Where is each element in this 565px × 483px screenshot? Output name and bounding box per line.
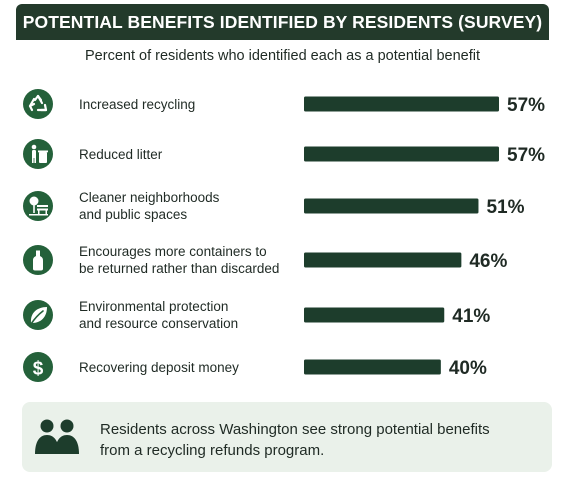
category-label: Cleaner neighborhoods and public spaces — [79, 189, 219, 223]
category-label-line: Increased recycling — [79, 96, 196, 112]
category-label-line: Reduced litter — [79, 146, 163, 162]
value-label: 40% — [449, 358, 487, 379]
recycle-icon — [23, 89, 53, 119]
value-label: 57% — [507, 95, 545, 116]
bar — [304, 359, 441, 375]
chart-subtitle: Percent of residents who identified each… — [85, 48, 480, 64]
summary-text: Residents across Washington see strong p… — [100, 421, 490, 459]
header-bar: POTENTIAL BENEFITS IDENTIFIED BY RESIDEN… — [16, 4, 549, 40]
value-label: 51% — [486, 197, 524, 218]
category-label: Increased recycling — [79, 96, 195, 113]
bar — [304, 198, 479, 214]
category-label-line: Encourages more containers to — [79, 244, 267, 259]
category-label-line: Recovering deposit money — [79, 359, 239, 375]
value-label: 57% — [507, 145, 545, 166]
category-label-line: and resource conservation — [79, 316, 239, 331]
bar — [304, 96, 499, 112]
bar — [304, 146, 499, 162]
person-trash-icon — [23, 139, 53, 169]
category-label-line: Environmental protection — [79, 299, 229, 314]
category-label: Environmental protection and resource con… — [79, 298, 238, 332]
leaf-icon — [23, 300, 53, 330]
category-label: Encourages more containers to be returned… — [79, 243, 279, 277]
category-label-line: Cleaner neighborhoods — [79, 190, 220, 205]
category-label: Reduced litter — [79, 146, 162, 163]
bar — [304, 252, 462, 268]
category-label: Recovering deposit money — [79, 359, 239, 376]
people-icon — [35, 419, 79, 454]
bottle-icon — [23, 245, 53, 275]
dollar-icon: $ — [23, 352, 53, 382]
svg-text:$: $ — [33, 359, 44, 379]
bar-chart: 57% 57% 51% 46% 41% 40% — [304, 95, 545, 379]
bar — [304, 307, 445, 323]
value-label: 46% — [469, 251, 507, 272]
value-label: 41% — [452, 306, 490, 327]
chart-title: POTENTIAL BENEFITS IDENTIFIED BY RESIDEN… — [22, 11, 543, 32]
summary-box: Residents across Washington see strong p… — [22, 402, 552, 472]
category-label-line: and public spaces — [79, 207, 188, 222]
park-bench-icon — [23, 191, 53, 221]
category-label-line: be returned rather than discarded — [79, 261, 280, 276]
